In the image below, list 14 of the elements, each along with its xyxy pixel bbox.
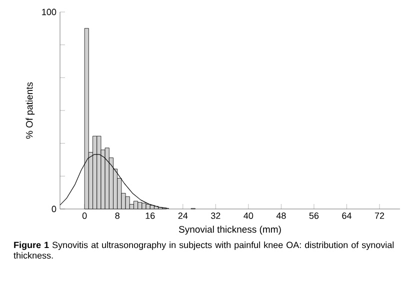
y-tick-label: 100 bbox=[42, 8, 56, 16]
x-tick-label: 40 bbox=[244, 212, 254, 219]
x-axis-title: Synovial thickness (mm) bbox=[178, 226, 281, 235]
x-tick-label: 32 bbox=[211, 212, 220, 219]
x-tick-label: 8 bbox=[115, 212, 120, 219]
text: Figure 1 Synovitis at ultrasonography in subjects with painful knee OA: distribution of synovial thickness. bbox=[14, 242, 394, 259]
x-tick-label: 48 bbox=[276, 212, 286, 219]
x-tick-label: 0 bbox=[82, 212, 87, 219]
x-tick-label: 72 bbox=[374, 212, 384, 219]
y-axis-title: % Of patients bbox=[26, 82, 35, 139]
x-tick-label: 64 bbox=[342, 212, 352, 219]
x-tick-label: 24 bbox=[178, 212, 188, 219]
x-tick-label: 56 bbox=[309, 212, 319, 219]
x-tick-label: 16 bbox=[146, 212, 155, 219]
